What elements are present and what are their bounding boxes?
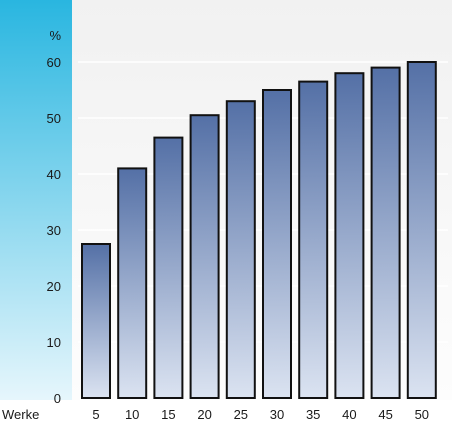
bars [81,61,437,399]
bar-15 [153,136,184,399]
x-tick-45: 45 [378,407,392,422]
x-tick-15: 15 [161,407,175,422]
y-tick-60: 60 [47,55,61,70]
x-tick-25: 25 [234,407,248,422]
x-tick-10: 10 [125,407,139,422]
bar-30 [262,89,292,399]
y-tick-20: 20 [47,279,61,294]
x-tick-20: 20 [197,407,211,422]
x-tick-5: 5 [92,407,99,422]
y-axis-unit-label: % [49,28,61,43]
y-tick-0: 0 [54,391,61,406]
x-axis-label: Werke [2,407,39,422]
bar-35 [298,80,329,399]
y-tick-30: 30 [47,223,61,238]
x-tick-30: 30 [270,407,284,422]
left-color-band [0,0,72,400]
y-tick-50: 50 [47,111,61,126]
bar-25 [225,100,256,399]
bar-50 [406,61,437,399]
x-tick-50: 50 [415,407,429,422]
x-tick-35: 35 [306,407,320,422]
x-tick-labels: 5 10 15 20 25 30 35 40 45 50 [92,407,429,422]
x-tick-40: 40 [342,407,356,422]
y-tick-40: 40 [47,167,61,182]
bar-45 [370,66,401,399]
y-tick-10: 10 [47,335,61,350]
bar-20 [189,114,220,399]
bar-10 [117,167,148,399]
y-tick-labels: 0 10 20 30 40 50 60 [47,55,61,406]
bar-5 [81,243,111,399]
bar-40 [334,72,365,399]
